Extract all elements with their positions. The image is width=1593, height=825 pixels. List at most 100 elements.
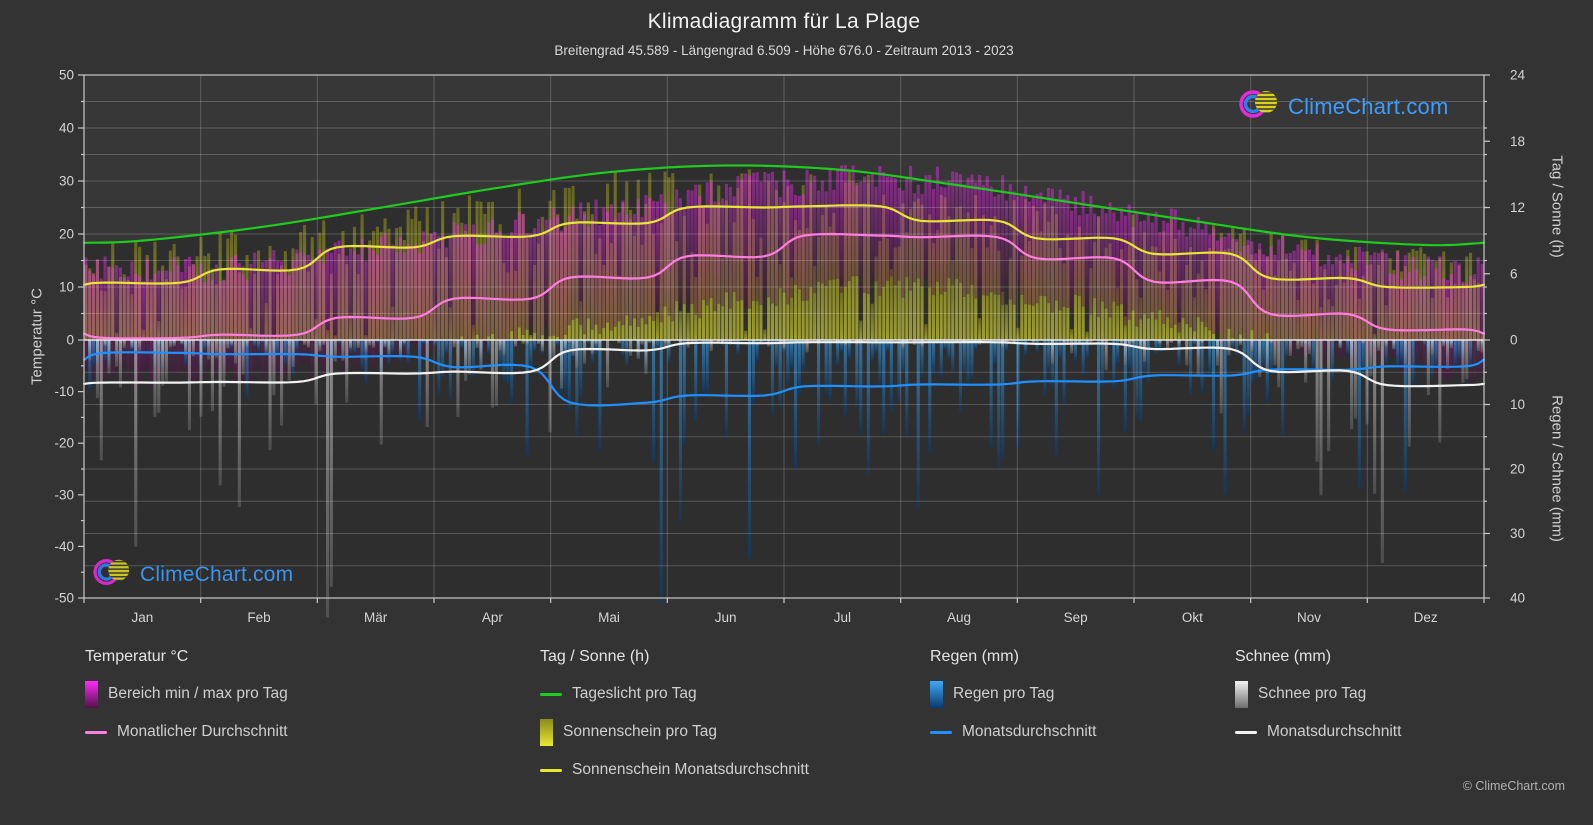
snow-bar bbox=[667, 340, 671, 346]
snow-bar bbox=[1089, 340, 1093, 343]
snow-bar bbox=[180, 340, 184, 345]
rain-bar bbox=[1212, 340, 1216, 450]
temp-range-bar bbox=[383, 232, 387, 366]
gradient-swatch bbox=[1235, 680, 1248, 708]
temp-range-bar bbox=[345, 255, 349, 366]
rain-bar bbox=[1400, 340, 1404, 362]
rain-bar bbox=[1361, 340, 1365, 376]
snow-bar bbox=[709, 340, 713, 352]
temp-range-bar bbox=[629, 218, 633, 326]
snow-bar bbox=[402, 340, 406, 344]
temp-range-bar bbox=[1104, 213, 1108, 309]
rain-bar bbox=[1231, 340, 1235, 348]
rain-bar bbox=[901, 340, 905, 373]
snow-bar bbox=[1350, 340, 1354, 430]
rain-bar bbox=[1123, 340, 1127, 432]
snow-bar bbox=[464, 340, 468, 381]
rain-bar bbox=[1116, 340, 1120, 364]
temp-range-bar bbox=[1074, 197, 1078, 295]
rain-bar bbox=[1097, 340, 1101, 496]
legend-item: Regen pro Tag bbox=[930, 680, 1096, 708]
snow-bar bbox=[1377, 340, 1381, 351]
left-axis-tick-label: -50 bbox=[54, 591, 74, 606]
sunshine-bar bbox=[828, 226, 832, 340]
snow-bar bbox=[1196, 340, 1200, 376]
snow-bar bbox=[514, 340, 518, 347]
rain-bar bbox=[506, 340, 510, 384]
snow-bar bbox=[1319, 340, 1323, 496]
temp-range-bar bbox=[778, 197, 782, 288]
rain-bar bbox=[843, 340, 847, 416]
temp-range-bar bbox=[268, 258, 272, 379]
line-swatch bbox=[1235, 730, 1257, 734]
rain-bar bbox=[364, 340, 368, 384]
temp-range-bar bbox=[1396, 251, 1400, 357]
rain-bar bbox=[824, 340, 828, 395]
rain-bar bbox=[88, 340, 92, 390]
temp-range-bar bbox=[1453, 260, 1457, 367]
legend-item: Schnee pro Tag bbox=[1235, 680, 1401, 708]
snow-bar bbox=[199, 340, 203, 417]
sunshine-bar bbox=[897, 246, 901, 340]
temp-range-bar bbox=[1380, 249, 1384, 369]
temp-range-bar bbox=[1327, 255, 1331, 352]
left-axis-tick-label: 40 bbox=[59, 121, 74, 136]
month-label: Dez bbox=[1414, 610, 1438, 625]
right-precip-tick-label: 30 bbox=[1510, 526, 1525, 541]
temp-range-bar bbox=[176, 265, 180, 376]
temp-range-bar bbox=[1238, 251, 1242, 335]
snow-bar bbox=[475, 340, 479, 348]
snow-bar bbox=[1100, 340, 1104, 343]
snow-bar bbox=[1143, 340, 1147, 362]
rain-bar bbox=[1242, 340, 1246, 434]
temp-range-bar bbox=[970, 174, 974, 285]
copyright-note: © ClimeChart.com bbox=[1462, 779, 1565, 793]
temp-range-bar bbox=[598, 225, 602, 334]
temp-range-bar bbox=[1173, 209, 1177, 325]
temp-range-bar bbox=[326, 248, 330, 363]
temp-range-bar bbox=[1354, 270, 1358, 364]
rain-bar bbox=[295, 340, 299, 350]
temp-range-bar bbox=[1085, 214, 1089, 308]
sunshine-bar bbox=[755, 276, 759, 340]
snow-bar bbox=[88, 340, 92, 361]
rain-bar bbox=[1223, 340, 1227, 496]
temp-range-bar bbox=[1200, 229, 1204, 322]
temp-range-bar bbox=[1442, 278, 1446, 377]
rain-bar bbox=[1281, 340, 1285, 436]
rain-bar bbox=[790, 340, 794, 369]
temp-range-bar bbox=[1004, 200, 1008, 285]
sunshine-bar bbox=[686, 312, 690, 340]
temp-range-bar bbox=[272, 250, 276, 371]
snow-bar bbox=[567, 340, 571, 343]
rain-bar bbox=[502, 340, 506, 381]
rain-bar bbox=[498, 340, 502, 365]
snow-bar bbox=[272, 340, 276, 396]
rain-bar bbox=[947, 340, 951, 360]
temp-range-bar bbox=[1058, 189, 1062, 311]
temp-range-bar bbox=[306, 254, 310, 364]
page-title: Klimadiagramm für La Plage bbox=[647, 10, 921, 33]
temp-range-bar bbox=[1100, 208, 1104, 302]
legend-header: Regen (mm) bbox=[930, 648, 1019, 665]
temp-range-bar bbox=[1392, 274, 1396, 358]
rain-bar bbox=[678, 340, 682, 523]
temp-range-bar bbox=[375, 255, 379, 353]
temp-range-bar bbox=[675, 189, 679, 302]
temp-range-bar bbox=[1288, 252, 1292, 356]
sunshine-bar bbox=[817, 236, 821, 340]
temp-range-bar bbox=[153, 273, 157, 383]
snow-bar bbox=[191, 340, 195, 357]
temp-range-bar bbox=[1281, 235, 1285, 356]
snow-bar bbox=[329, 340, 333, 587]
temp-range-bar bbox=[329, 252, 333, 372]
temp-range-bar bbox=[95, 259, 99, 370]
temp-range-bar bbox=[464, 224, 468, 352]
left-axis-tick-label: -10 bbox=[54, 384, 74, 399]
snow-bar bbox=[751, 340, 755, 344]
sunshine-bar bbox=[790, 277, 794, 340]
snow-bar bbox=[1265, 340, 1269, 373]
snow-bar bbox=[563, 340, 567, 351]
snow-bar bbox=[1166, 340, 1170, 350]
legend-item: Sonnenschein Monatsdurchschnitt bbox=[540, 756, 809, 784]
